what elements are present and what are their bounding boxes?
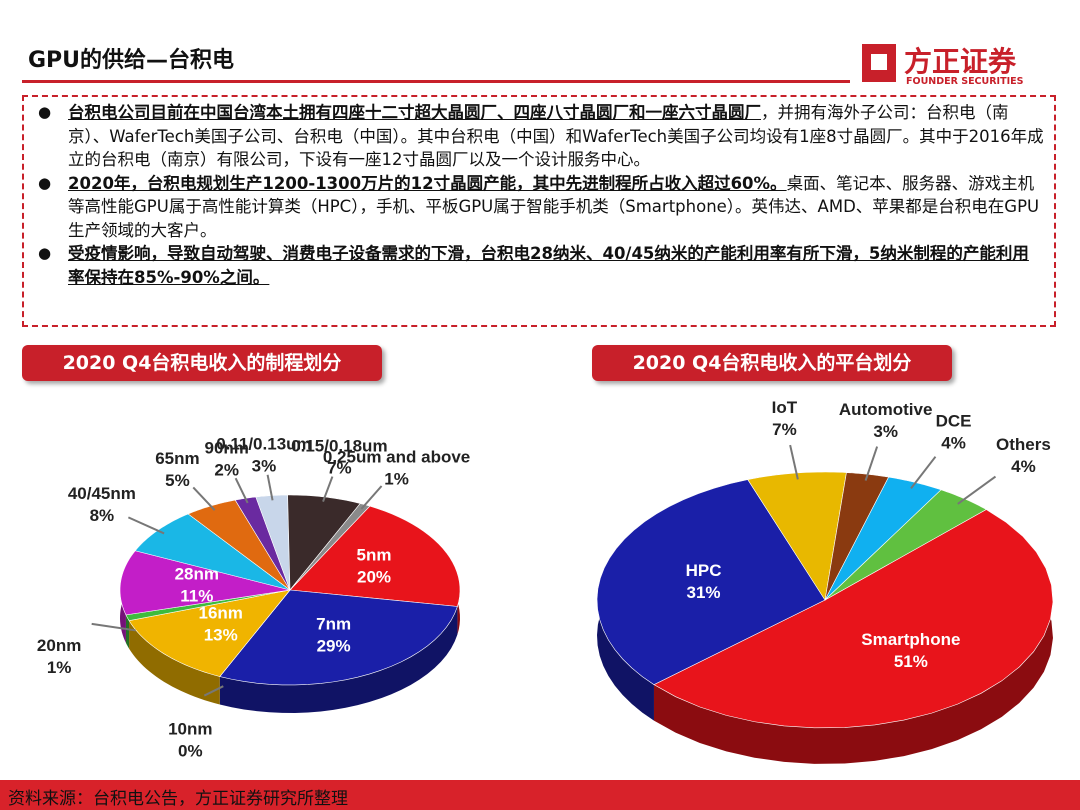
value-label: 11%: [180, 586, 213, 605]
bullet-highlight: 受疫情影响，导致自动驾驶、消费电子设备需求的下滑，台积电28纳米、40/45纳米…: [68, 244, 1029, 287]
leader-line: [789, 444, 799, 480]
bullet: 受疫情影响，导致自动驾驶、消费电子设备需求的下滑，台积电28纳米、40/45纳米…: [38, 242, 1044, 289]
bullet-text: 桌面、笔记本、服务器、游戏主机等高性能GPU属于高性能计算类（HPC），手机、平…: [68, 173, 1040, 240]
slice: [653, 509, 1054, 729]
slice-label: 7nm: [316, 615, 351, 634]
value-label: 7%: [772, 420, 797, 439]
slice-label: 0.15/0.18um: [291, 436, 387, 455]
charts: 5nm 20% 7nm 29% 10nm 0% 16nm 13% 20nm 1% 28nm 11% 40…: [37, 398, 1054, 764]
logo-en: FOUNDER SECURITIES: [906, 76, 1024, 87]
leader-line: [127, 516, 165, 535]
slice-label: Automotive: [839, 400, 933, 419]
value-label: 13%: [204, 626, 238, 645]
slice: [125, 589, 291, 621]
leader-line: [910, 456, 937, 490]
slice-label: 10nm: [168, 719, 212, 738]
logo-icon: [862, 44, 896, 82]
leader-line: [322, 476, 334, 503]
slice-label: Others: [996, 435, 1051, 454]
chart-title: 2020 Q4台积电收入的平台划分: [592, 345, 952, 381]
leader-line: [234, 477, 249, 504]
leader-line: [203, 685, 224, 697]
bullet-list: 台积电公司目前在中国台湾本土拥有四座十二寸超大晶圆厂、四座八寸晶圆厂和一座六寸晶…: [38, 101, 1044, 289]
slice-side: [125, 614, 130, 649]
leader-line: [360, 485, 383, 510]
bullet-highlight: 台积电公司目前在中国台湾本土拥有四座十二寸超大晶圆厂、四座八寸晶圆厂和一座六寸晶…: [68, 103, 761, 122]
leader-line: [91, 622, 136, 632]
slice-label: 90nm: [204, 438, 248, 457]
slice-label: HPC: [686, 561, 722, 580]
value-label: 5%: [165, 471, 190, 490]
value-label: 4%: [1011, 457, 1036, 476]
slice: [289, 505, 461, 607]
leader-line: [864, 446, 879, 481]
leader-line: [957, 475, 997, 505]
slice-label: DCE: [936, 412, 972, 431]
chart-title: 2020 Q4台积电收入的制程划分: [22, 345, 382, 381]
source: 资料来源：台积电公告，方正证券研究所整理: [8, 789, 348, 809]
slice-label: 0.25um and above: [323, 447, 470, 466]
slice-label: 28nm: [175, 564, 219, 583]
slice-label: 40/45nm: [68, 484, 136, 503]
value-label: 3%: [252, 456, 277, 475]
bullet: 台积电公司目前在中国台湾本土拥有四座十二寸超大晶圆厂、四座八寸晶圆厂和一座六寸晶…: [38, 101, 1044, 172]
slice-label: IoT: [772, 398, 798, 417]
title-rule: [22, 80, 850, 83]
leader-line: [266, 474, 274, 501]
slice-side: [129, 620, 220, 705]
slice: [596, 479, 826, 685]
slice-label: 0.11/0.13um: [216, 434, 311, 453]
value-label: 20%: [357, 568, 391, 587]
value-label: 3%: [873, 422, 898, 441]
bullet-text: ，并拥有海外子公司：台积电（南京）、WaferTech美国子公司、台积电（中国）…: [68, 103, 1044, 169]
footer: 资料来源：台积电公告，方正证券研究所整理: [0, 780, 1080, 810]
value-label: 7%: [327, 458, 352, 477]
value-label: 51%: [894, 652, 928, 671]
value-label: 2%: [214, 460, 239, 479]
slice: [128, 589, 291, 677]
slice-label: 16nm: [199, 604, 243, 623]
slice: [219, 589, 458, 686]
value-label: 1%: [384, 469, 409, 488]
bullet-box: 台积电公司目前在中国台湾本土拥有四座十二寸超大晶圆厂、四座八寸晶圆厂和一座六寸晶…: [22, 95, 1056, 327]
bullet-highlight: 2020年，台积电规划生产1200-1300万片的12寸晶圆产能，其中先进制程所…: [68, 173, 787, 193]
value-label: 31%: [687, 583, 721, 602]
slice: [119, 550, 291, 616]
slice-label: 20nm: [37, 636, 81, 655]
bullet: 2020年，台积电规划生产1200-1300万片的12寸晶圆产能，其中先进制程所…: [38, 172, 1044, 243]
value-label: 29%: [317, 637, 351, 656]
slide-title: GPU的供给—台积电: [28, 48, 235, 73]
value-label: 4%: [941, 434, 966, 453]
value-label: 8%: [90, 506, 115, 525]
slice-label: 5nm: [357, 546, 392, 565]
value-label: 1%: [47, 658, 72, 677]
value-label: 0%: [178, 741, 203, 760]
slice-label: Smartphone: [861, 630, 960, 649]
logo: 方正证券: [904, 45, 1017, 78]
slice-side: [219, 606, 458, 713]
leader-line: [192, 486, 216, 511]
slice-label: 65nm: [155, 449, 199, 468]
